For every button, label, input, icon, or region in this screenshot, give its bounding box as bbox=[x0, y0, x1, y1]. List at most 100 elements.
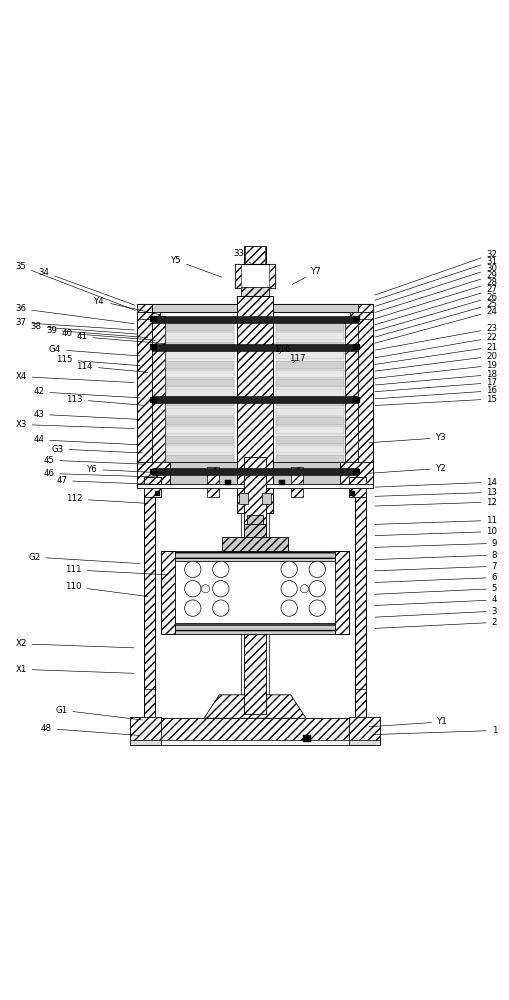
Bar bbox=[276, 379, 344, 387]
Text: Y5: Y5 bbox=[170, 256, 221, 277]
Bar bbox=[276, 389, 344, 397]
Bar bbox=[236, 296, 273, 513]
Text: 35: 35 bbox=[15, 262, 135, 310]
Text: 3: 3 bbox=[374, 607, 496, 617]
Text: 42: 42 bbox=[33, 387, 140, 398]
Text: 18: 18 bbox=[374, 370, 496, 385]
Bar bbox=[339, 462, 373, 487]
Bar bbox=[136, 462, 170, 487]
Text: 21: 21 bbox=[374, 342, 496, 364]
Circle shape bbox=[308, 600, 325, 616]
Bar bbox=[290, 467, 303, 497]
Bar bbox=[175, 551, 334, 561]
Bar bbox=[349, 717, 379, 740]
Text: 30: 30 bbox=[374, 264, 496, 306]
Text: 37: 37 bbox=[15, 318, 134, 330]
Text: X3: X3 bbox=[15, 420, 134, 429]
Bar bbox=[349, 717, 379, 745]
Bar bbox=[170, 462, 339, 487]
Text: 39: 39 bbox=[46, 326, 148, 338]
Text: 2: 2 bbox=[374, 618, 496, 628]
Bar bbox=[160, 718, 349, 740]
Circle shape bbox=[212, 600, 229, 616]
Circle shape bbox=[300, 585, 308, 593]
Bar bbox=[276, 417, 344, 425]
Bar bbox=[236, 298, 273, 305]
Bar bbox=[144, 487, 155, 719]
Bar bbox=[155, 487, 354, 719]
Bar bbox=[349, 491, 354, 496]
Text: 115: 115 bbox=[56, 355, 140, 366]
Text: 4: 4 bbox=[374, 595, 496, 605]
Bar bbox=[234, 264, 275, 288]
Text: 13: 13 bbox=[374, 488, 496, 497]
Text: Y4: Y4 bbox=[94, 297, 160, 315]
Bar bbox=[276, 464, 344, 472]
Circle shape bbox=[308, 561, 325, 578]
Bar bbox=[165, 379, 233, 387]
Bar bbox=[136, 312, 159, 319]
Text: 46: 46 bbox=[43, 469, 155, 478]
Circle shape bbox=[280, 600, 297, 616]
Text: 116: 116 bbox=[274, 345, 290, 354]
Text: 19: 19 bbox=[374, 361, 496, 378]
Bar bbox=[276, 332, 344, 340]
Bar bbox=[136, 311, 152, 482]
Bar bbox=[160, 551, 175, 634]
Text: 36: 36 bbox=[15, 304, 134, 324]
Text: 8: 8 bbox=[374, 551, 496, 560]
Bar bbox=[279, 480, 284, 485]
Bar bbox=[354, 487, 365, 719]
Text: 16: 16 bbox=[374, 386, 496, 399]
Bar bbox=[206, 467, 219, 497]
Bar bbox=[350, 312, 373, 319]
Text: 111: 111 bbox=[65, 565, 168, 575]
Text: 12: 12 bbox=[374, 498, 496, 507]
Bar bbox=[240, 287, 269, 299]
Text: 27: 27 bbox=[374, 285, 496, 325]
Text: Y6: Y6 bbox=[87, 465, 163, 474]
Text: Y7: Y7 bbox=[292, 267, 321, 284]
Bar bbox=[165, 436, 233, 444]
Text: Y3: Y3 bbox=[368, 433, 445, 443]
Circle shape bbox=[184, 600, 201, 616]
Text: 45: 45 bbox=[43, 456, 145, 465]
Text: 11: 11 bbox=[374, 516, 496, 525]
Text: G1: G1 bbox=[55, 706, 143, 720]
Bar bbox=[165, 417, 233, 425]
Text: X1: X1 bbox=[15, 665, 134, 674]
Bar bbox=[165, 389, 233, 397]
Text: 22: 22 bbox=[374, 333, 496, 358]
Bar bbox=[244, 457, 265, 714]
Bar bbox=[150, 344, 156, 350]
Text: 17: 17 bbox=[374, 378, 496, 392]
Text: 29: 29 bbox=[374, 271, 496, 313]
Bar bbox=[225, 480, 230, 485]
Circle shape bbox=[184, 561, 201, 578]
Bar bbox=[130, 717, 160, 745]
Text: 110: 110 bbox=[65, 582, 148, 597]
Text: Y1: Y1 bbox=[368, 717, 447, 727]
Text: 44: 44 bbox=[33, 435, 140, 445]
Circle shape bbox=[201, 585, 209, 593]
Bar bbox=[276, 323, 344, 331]
Bar bbox=[130, 718, 379, 740]
Text: 23: 23 bbox=[374, 324, 496, 350]
Bar bbox=[244, 246, 265, 265]
Bar bbox=[165, 342, 233, 350]
Text: G3: G3 bbox=[51, 444, 143, 454]
Circle shape bbox=[212, 581, 229, 597]
Text: 38: 38 bbox=[31, 322, 137, 334]
Bar bbox=[165, 455, 233, 463]
Bar bbox=[165, 426, 233, 434]
Bar bbox=[334, 551, 349, 634]
Bar bbox=[144, 477, 161, 497]
Bar bbox=[269, 264, 275, 288]
Text: 117: 117 bbox=[289, 354, 305, 363]
Circle shape bbox=[280, 561, 297, 578]
Bar bbox=[175, 561, 334, 623]
Text: X4: X4 bbox=[15, 372, 134, 383]
Bar bbox=[130, 717, 160, 740]
Bar bbox=[353, 469, 359, 475]
Bar bbox=[165, 464, 233, 472]
